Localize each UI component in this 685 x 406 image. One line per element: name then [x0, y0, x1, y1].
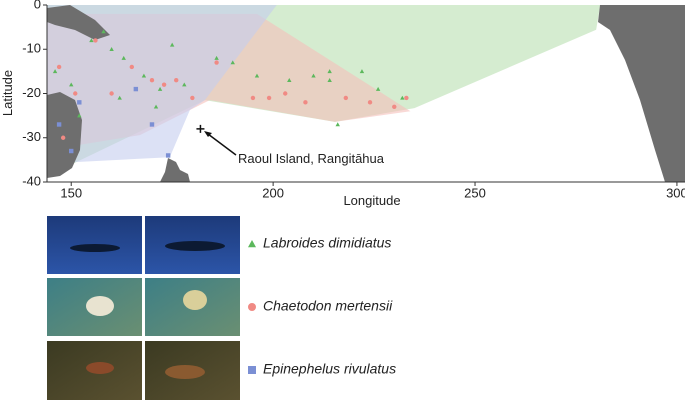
x-tick-label: 150: [60, 185, 82, 200]
fish: [183, 290, 207, 310]
x-tick-label: 250: [464, 185, 486, 200]
point: [153, 104, 159, 109]
point: [182, 82, 187, 87]
point: [327, 78, 332, 82]
point: [69, 148, 74, 154]
point: [214, 60, 219, 65]
point: [117, 95, 122, 100]
south-america: [598, 5, 685, 182]
point: [149, 122, 155, 127]
point: [404, 95, 409, 101]
point: [52, 69, 58, 74]
new-guinea: [47, 5, 110, 40]
point: [133, 86, 139, 92]
point: [129, 64, 134, 70]
point: [283, 91, 288, 96]
point: [375, 86, 381, 91]
point: [367, 100, 373, 105]
point: [101, 29, 106, 34]
x-tick-label: 200: [262, 185, 284, 200]
x-axis-label: Longitude: [343, 193, 400, 208]
y-tick-label: -20: [22, 85, 41, 100]
point: [303, 100, 308, 105]
point: [335, 122, 340, 127]
land: [47, 5, 685, 182]
y-tick-label: -40: [22, 173, 41, 188]
photos: [47, 216, 240, 400]
point: [77, 113, 82, 118]
point: [327, 69, 332, 74]
arrow-head: [204, 131, 212, 137]
y-tick-label: 0: [34, 0, 41, 11]
point: [287, 78, 292, 82]
legend-label: Labroides dimidiatus: [263, 235, 391, 251]
y-axis-label: Latitude: [0, 70, 15, 116]
australia: [47, 92, 82, 178]
point: [56, 64, 62, 70]
legend-marker: [248, 303, 256, 311]
point: [73, 91, 78, 96]
point: [343, 95, 349, 101]
point: [161, 82, 167, 87]
annotation: Raoul Island, Rangitāhua: [238, 151, 385, 166]
point: [109, 47, 114, 52]
point: [311, 73, 316, 78]
new-zealand: [160, 158, 190, 182]
range-hull: [47, 5, 277, 163]
point: [69, 82, 74, 87]
y-tick-label: -30: [22, 129, 41, 144]
point: [169, 42, 175, 47]
point: [121, 55, 126, 60]
point: [89, 38, 94, 43]
point: [109, 91, 114, 96]
point: [359, 69, 365, 74]
point: [56, 122, 62, 127]
point: [77, 100, 82, 105]
points: [52, 29, 409, 158]
annotation-marker: [196, 124, 205, 133]
fish: [86, 362, 114, 374]
y-tick-label: -10: [22, 41, 41, 56]
point: [141, 73, 147, 78]
legend-label: Epinephelus rivulatus: [263, 361, 396, 377]
legend-marker: [248, 366, 256, 374]
fish: [86, 296, 114, 316]
point: [60, 135, 66, 140]
point: [392, 104, 397, 109]
point: [149, 78, 155, 83]
point: [254, 73, 260, 78]
point: [174, 78, 179, 83]
point: [250, 95, 256, 101]
fish: [165, 365, 205, 379]
point: [157, 86, 163, 91]
annotation-arrow: [207, 133, 237, 156]
fish: [70, 244, 120, 252]
fish: [165, 241, 225, 251]
point: [214, 55, 219, 60]
point: [190, 95, 195, 101]
legend: Labroides dimidiatus Chaetodon mertensii E…: [248, 235, 396, 377]
point: [400, 95, 405, 100]
point: [165, 153, 171, 158]
range-hulls: [47, 5, 601, 166]
point: [93, 38, 98, 43]
legend-label: Chaetodon mertensii: [263, 298, 393, 314]
legend-marker: [248, 240, 256, 248]
point: [266, 95, 272, 101]
point: [230, 60, 235, 65]
x-tick-label: 300: [666, 185, 685, 200]
